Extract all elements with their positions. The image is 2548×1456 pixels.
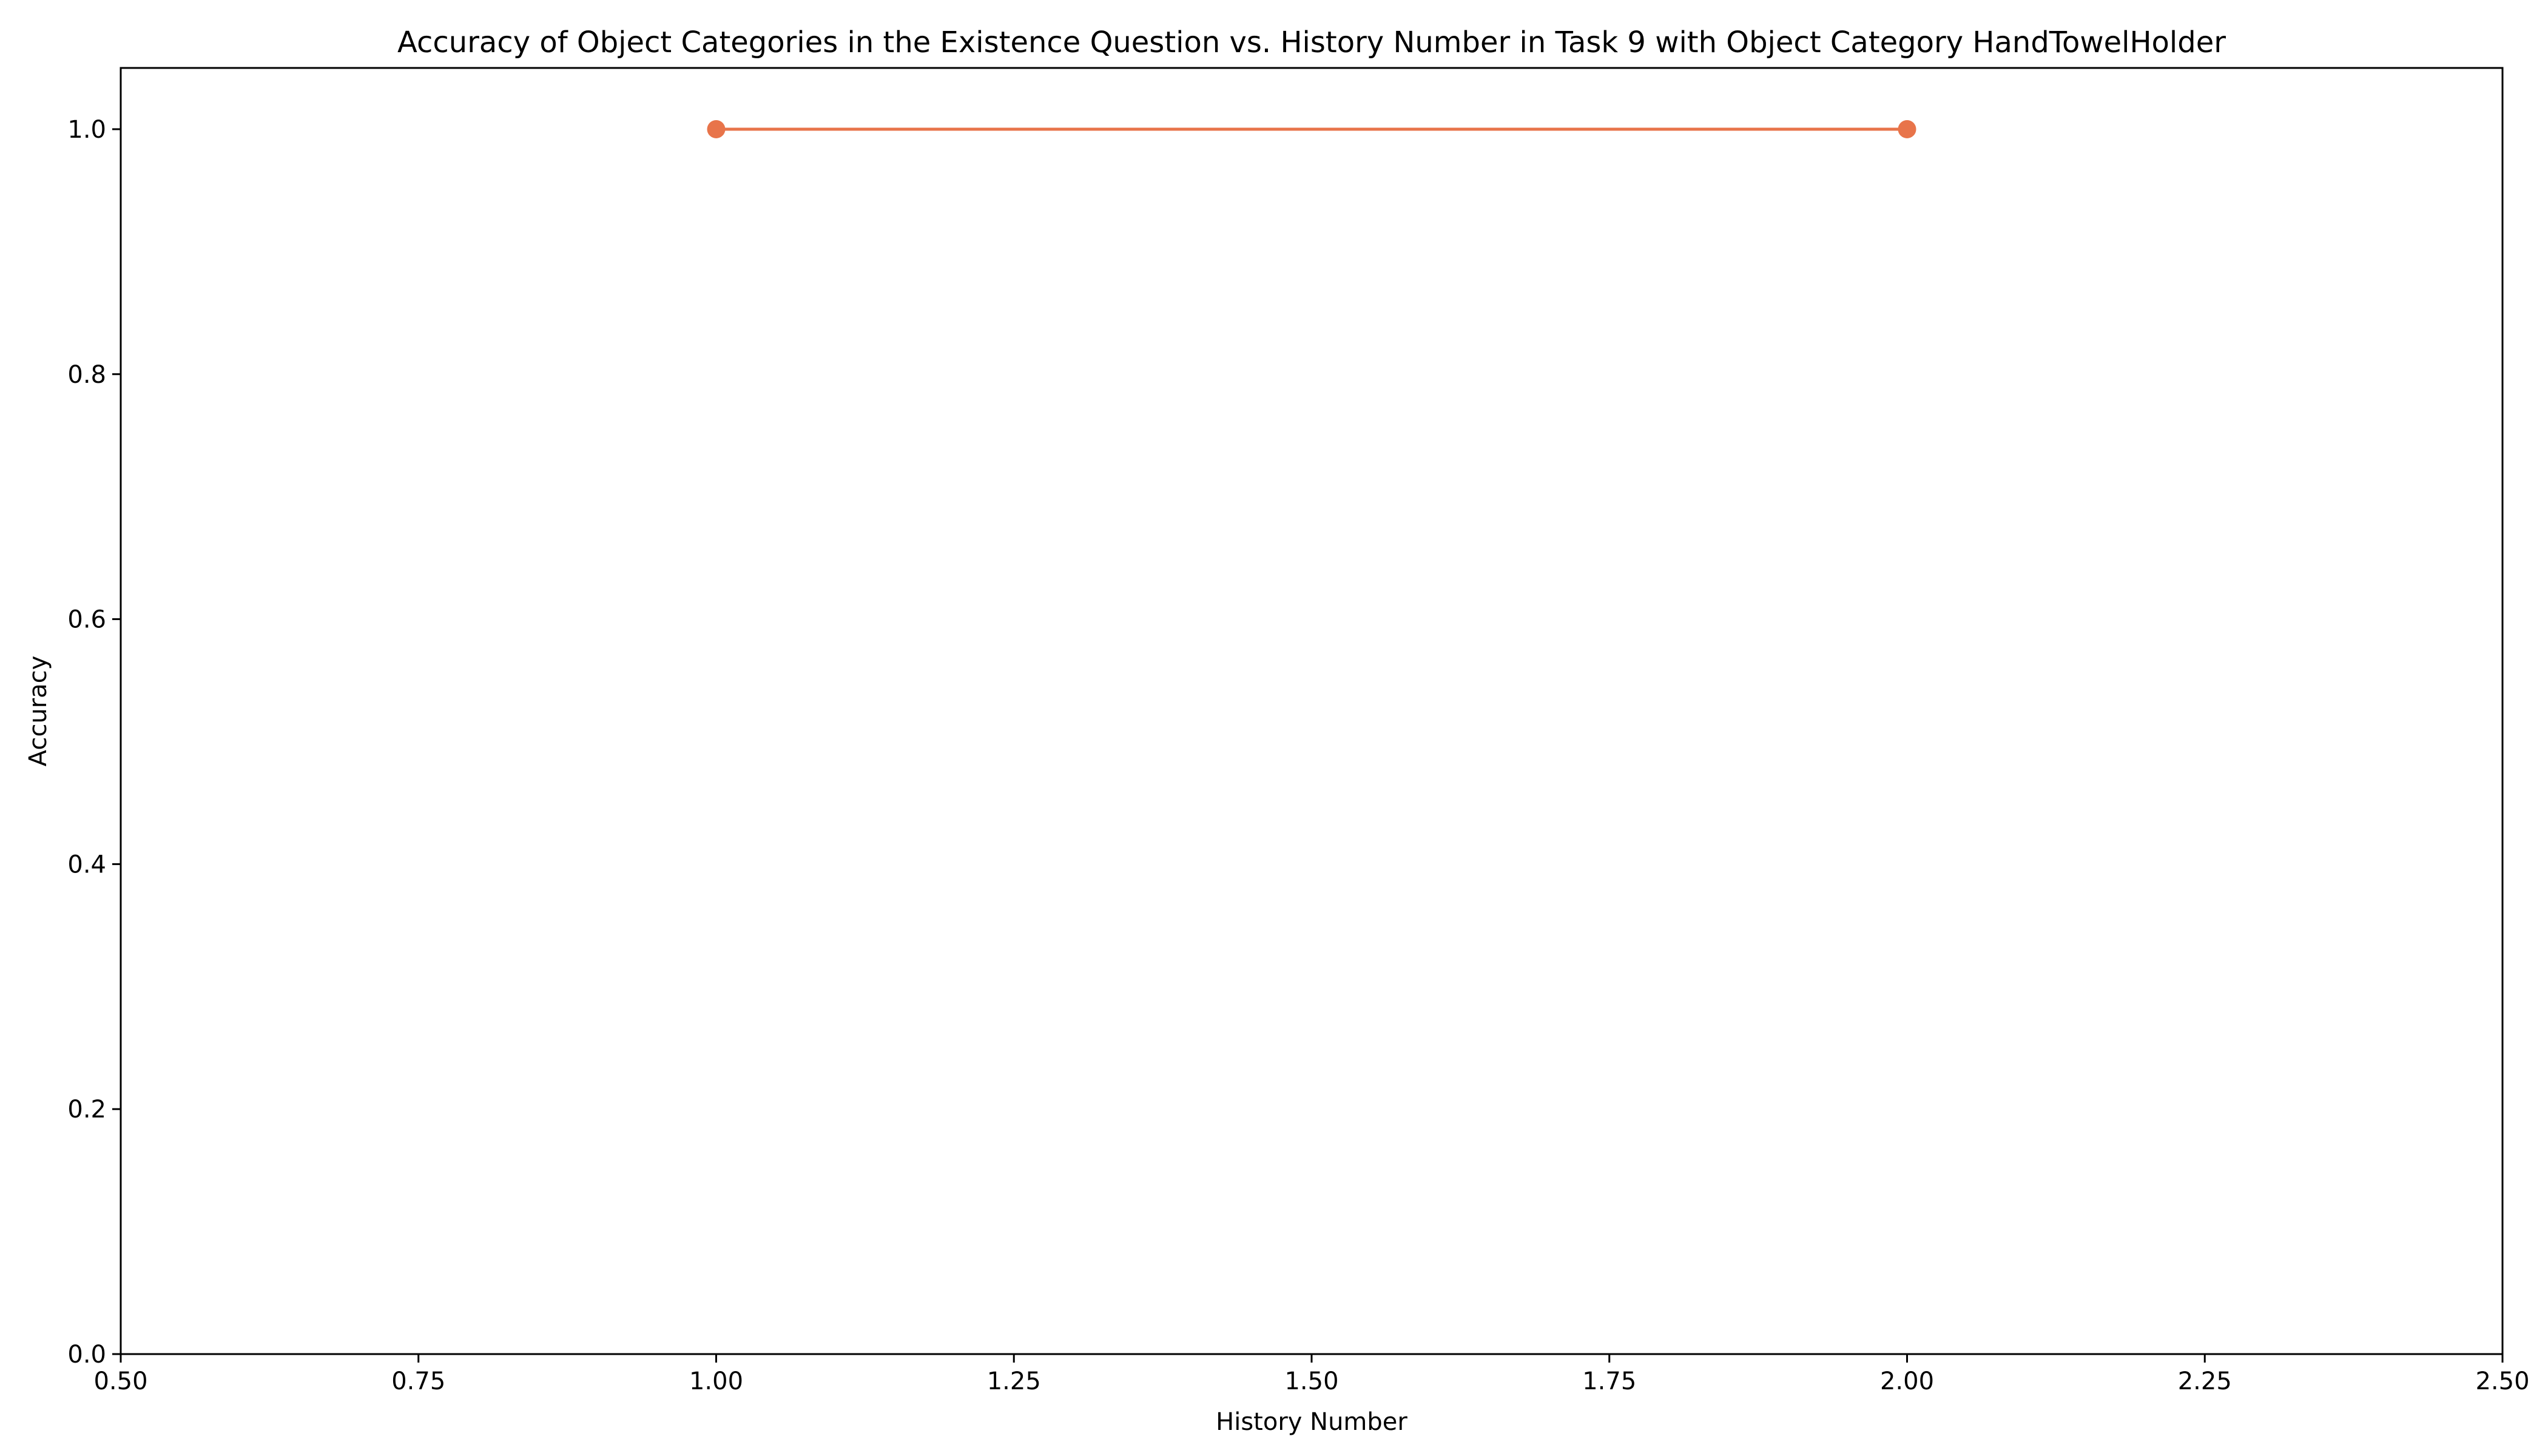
- y-tick-label: 0.0: [67, 1341, 106, 1369]
- x-tick-label: 2.00: [1880, 1367, 1934, 1395]
- x-tick-label: 0.50: [93, 1367, 147, 1395]
- plot-area: [707, 120, 1916, 138]
- y-tick-label: 1.0: [67, 116, 106, 144]
- x-tick-label: 1.25: [987, 1367, 1041, 1395]
- y-tick-label: 0.2: [67, 1096, 106, 1124]
- data-point: [707, 120, 726, 138]
- data-point: [1898, 120, 1916, 138]
- chart-title: Accuracy of Object Categories in the Exi…: [397, 25, 2226, 59]
- x-tick-label: 2.25: [2178, 1367, 2232, 1395]
- y-axis: 0.0 0.2 0.4 0.6 0.8 1.0: [67, 116, 121, 1369]
- y-axis-label: Accuracy: [24, 656, 52, 767]
- plot-frame: [120, 67, 2504, 1355]
- y-tick-label: 0.8: [67, 361, 106, 389]
- y-tick-label: 0.6: [67, 606, 106, 634]
- x-tick-label: 0.75: [391, 1367, 445, 1395]
- x-axis: 0.50 0.75 1.00 1.25 1.50 1.75 2.00 2.25 2.50: [93, 1354, 2530, 1395]
- x-tick-label: 1.00: [689, 1367, 743, 1395]
- x-tick-label: 1.50: [1284, 1367, 1338, 1395]
- x-axis-label: History Number: [1216, 1408, 1407, 1436]
- x-tick-label: 1.75: [1582, 1367, 1636, 1395]
- y-tick-label: 0.4: [67, 851, 106, 878]
- x-tick-label: 2.50: [2475, 1367, 2529, 1395]
